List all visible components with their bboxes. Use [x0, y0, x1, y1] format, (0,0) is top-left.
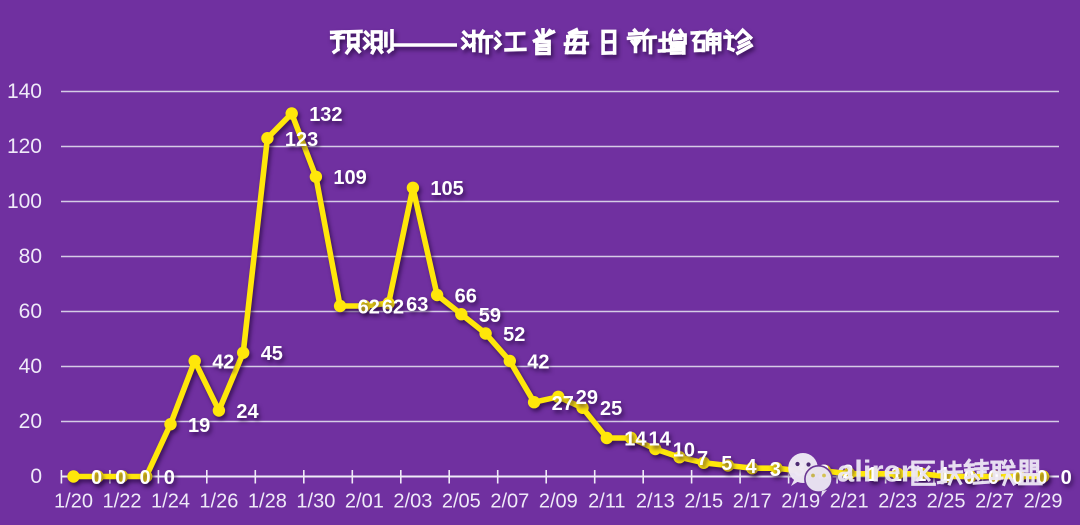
svg-text:0: 0 — [30, 465, 42, 488]
svg-text:1/22: 1/22 — [103, 491, 142, 513]
svg-text:27: 27 — [552, 393, 574, 415]
svg-text:123: 123 — [285, 129, 318, 151]
svg-text:2/17: 2/17 — [733, 491, 772, 513]
svg-text:0: 0 — [1012, 467, 1023, 489]
svg-text:0: 0 — [115, 467, 126, 489]
svg-text:14: 14 — [624, 429, 647, 451]
svg-text:2/23: 2/23 — [878, 491, 917, 513]
svg-text:19: 19 — [188, 415, 210, 437]
svg-text:2/07: 2/07 — [490, 491, 529, 513]
svg-text:66: 66 — [455, 286, 477, 308]
svg-text:1/30: 1/30 — [296, 491, 335, 513]
svg-text:1/20: 1/20 — [54, 491, 93, 513]
svg-text:40: 40 — [19, 355, 42, 378]
svg-text:0: 0 — [1061, 467, 1072, 489]
svg-text:0: 0 — [164, 467, 175, 489]
svg-text:14: 14 — [649, 429, 672, 451]
svg-text:5: 5 — [721, 453, 732, 475]
svg-text:24: 24 — [236, 401, 259, 423]
svg-text:132: 132 — [309, 104, 342, 126]
svg-text:2/25: 2/25 — [927, 491, 966, 513]
svg-text:1: 1 — [891, 464, 902, 486]
svg-text:100: 100 — [7, 190, 42, 213]
svg-text:42: 42 — [527, 352, 549, 374]
svg-text:1/24: 1/24 — [151, 491, 190, 513]
svg-text:20: 20 — [19, 410, 42, 433]
svg-text:1/28: 1/28 — [248, 491, 287, 513]
svg-text:80: 80 — [19, 245, 42, 268]
svg-text:1: 1 — [867, 464, 878, 486]
svg-text:60: 60 — [19, 300, 42, 323]
svg-text:105: 105 — [430, 178, 463, 200]
svg-text:63: 63 — [406, 294, 428, 316]
svg-text:140: 140 — [7, 80, 42, 103]
svg-text:7: 7 — [697, 448, 708, 470]
svg-text:0: 0 — [140, 467, 151, 489]
svg-text:2/13: 2/13 — [636, 491, 675, 513]
svg-text:2/11: 2/11 — [588, 491, 625, 513]
svg-text:25: 25 — [600, 398, 622, 420]
svg-text:120: 120 — [7, 135, 42, 158]
svg-text:59: 59 — [479, 305, 501, 327]
svg-text:62: 62 — [382, 297, 404, 319]
svg-text:4: 4 — [746, 456, 758, 478]
svg-text:2/29: 2/29 — [1024, 491, 1063, 513]
svg-text:2/19: 2/19 — [781, 491, 820, 513]
svg-text:0: 0 — [91, 467, 102, 489]
svg-text:2/09: 2/09 — [539, 491, 578, 513]
svg-text:109: 109 — [333, 167, 366, 189]
svg-text:1: 1 — [939, 464, 950, 486]
svg-text:2/01: 2/01 — [345, 491, 384, 513]
svg-text:2/03: 2/03 — [393, 491, 432, 513]
svg-text:52: 52 — [503, 324, 525, 346]
svg-text:10: 10 — [673, 440, 695, 462]
svg-text:45: 45 — [261, 343, 283, 365]
svg-text:2/05: 2/05 — [442, 491, 481, 513]
svg-text:3: 3 — [770, 459, 781, 481]
svg-text:2/15: 2/15 — [684, 491, 723, 513]
svg-text:2: 2 — [842, 462, 853, 484]
svg-text:29: 29 — [576, 387, 598, 409]
svg-text:2/27: 2/27 — [975, 491, 1014, 513]
svg-text:0: 0 — [1036, 467, 1047, 489]
svg-text:2/21: 2/21 — [830, 491, 869, 513]
svg-text:62: 62 — [358, 297, 380, 319]
svg-text:1/26: 1/26 — [199, 491, 238, 513]
svg-text:42: 42 — [212, 352, 234, 374]
svg-text:aliren: aliren — [837, 454, 920, 489]
